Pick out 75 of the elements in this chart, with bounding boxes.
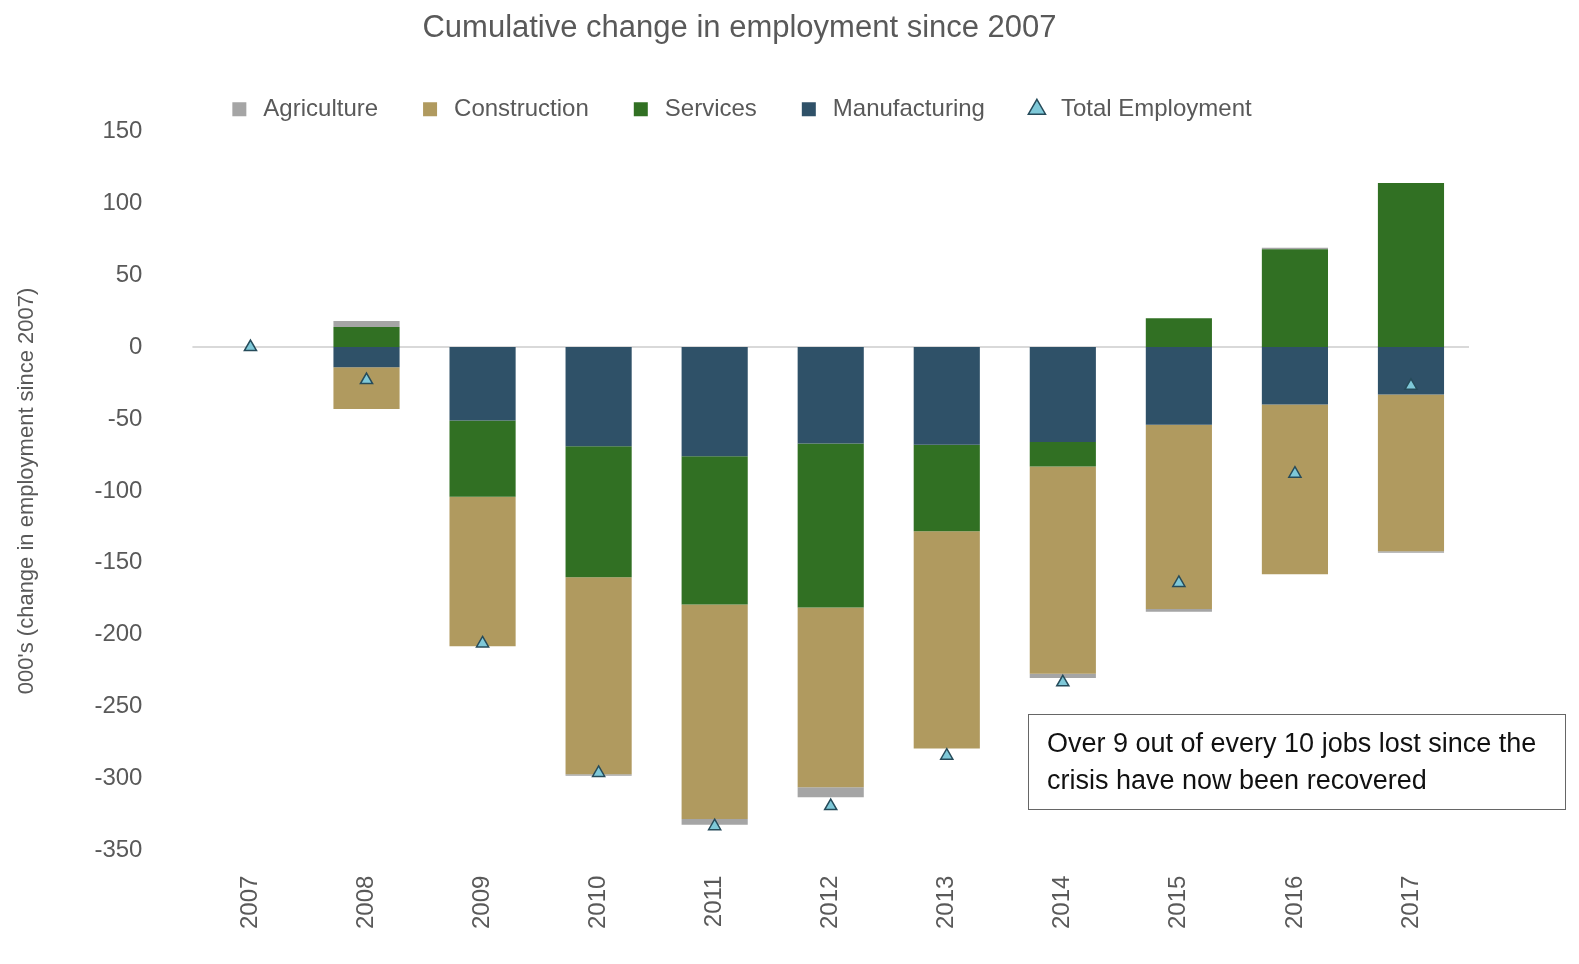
x-tick-label: 2009: [467, 875, 495, 929]
bar: [1377, 347, 1445, 395]
point: [1172, 575, 1186, 588]
point: [1288, 465, 1302, 478]
bar: [449, 420, 516, 497]
bar: [1029, 466, 1096, 674]
bar: [449, 347, 516, 421]
y-tick-label: -300: [94, 763, 143, 791]
y-tick-label: -50: [107, 403, 143, 431]
legend-label: Manufacturing: [832, 93, 985, 121]
bar: [797, 347, 864, 444]
x-tick-label: 2008: [351, 875, 379, 929]
y-tick-label: 0: [129, 331, 143, 359]
bar: [1261, 249, 1328, 348]
bar: [333, 367, 400, 409]
x-tick-label: 2013: [931, 875, 959, 929]
bar: [681, 604, 748, 819]
point: [1404, 378, 1418, 391]
point: [243, 339, 258, 352]
bar: [681, 456, 748, 605]
x-tick-label: 2007: [235, 875, 263, 929]
bar: [333, 321, 400, 327]
x-tick-label: 2014: [1047, 875, 1075, 929]
y-tick-label: -150: [94, 547, 143, 575]
bar: [565, 577, 632, 775]
x-tick-label: 2017: [1395, 875, 1423, 929]
point: [823, 798, 838, 811]
bar: [797, 787, 864, 798]
bar: [913, 531, 980, 749]
y-tick-label: -200: [94, 619, 143, 647]
y-tick-label: 150: [102, 115, 143, 143]
bar: [1029, 347, 1096, 442]
annotation: Over 9 out of every 10 jobs lost since the crisis have now been recovered: [1028, 714, 1566, 810]
y-tick-label: 50: [115, 259, 143, 287]
legend-label: Services: [664, 93, 757, 121]
bar: [333, 326, 400, 348]
bar: [333, 347, 400, 368]
legend-label: Construction: [454, 93, 589, 121]
bar: [913, 347, 980, 445]
x-tick-label: 2011: [699, 875, 727, 928]
y-tick-label: -350: [94, 835, 143, 863]
bar: [681, 347, 748, 457]
bar: [1261, 347, 1328, 405]
y-tick-label: 100: [102, 187, 143, 215]
x-tick-label: 2012: [815, 875, 843, 929]
bar: [797, 607, 864, 788]
bar: [1261, 404, 1328, 575]
bar: [1145, 608, 1212, 612]
bar: [913, 444, 980, 532]
y-axis-title: 000's (change in employment since 2007): [13, 287, 39, 695]
x-tick-label: 2016: [1279, 875, 1307, 929]
bar: [681, 818, 748, 825]
bar: [1377, 183, 1445, 348]
bar: [565, 347, 632, 447]
y-tick-label: -100: [94, 475, 143, 503]
x-tick-label: 2010: [583, 875, 611, 929]
x-tick-label: 2015: [1163, 875, 1191, 929]
bar: [797, 443, 864, 608]
bar: [1377, 394, 1445, 552]
bar: [1145, 424, 1212, 609]
y-tick-label: -250: [94, 691, 143, 719]
legend-label: Agriculture: [263, 93, 379, 121]
point: [939, 747, 954, 760]
bar: [449, 496, 516, 647]
chart-title: Cumulative change in employment since 2007: [422, 9, 1057, 45]
point: [591, 765, 606, 778]
bar: [565, 446, 632, 578]
point: [359, 372, 374, 385]
point: [475, 635, 490, 648]
point: [1056, 674, 1070, 687]
bar: [1145, 318, 1212, 348]
point: [707, 818, 722, 831]
bar: [1145, 347, 1212, 425]
legend-label: Total Employment: [1060, 93, 1252, 121]
bar: [1029, 441, 1096, 467]
